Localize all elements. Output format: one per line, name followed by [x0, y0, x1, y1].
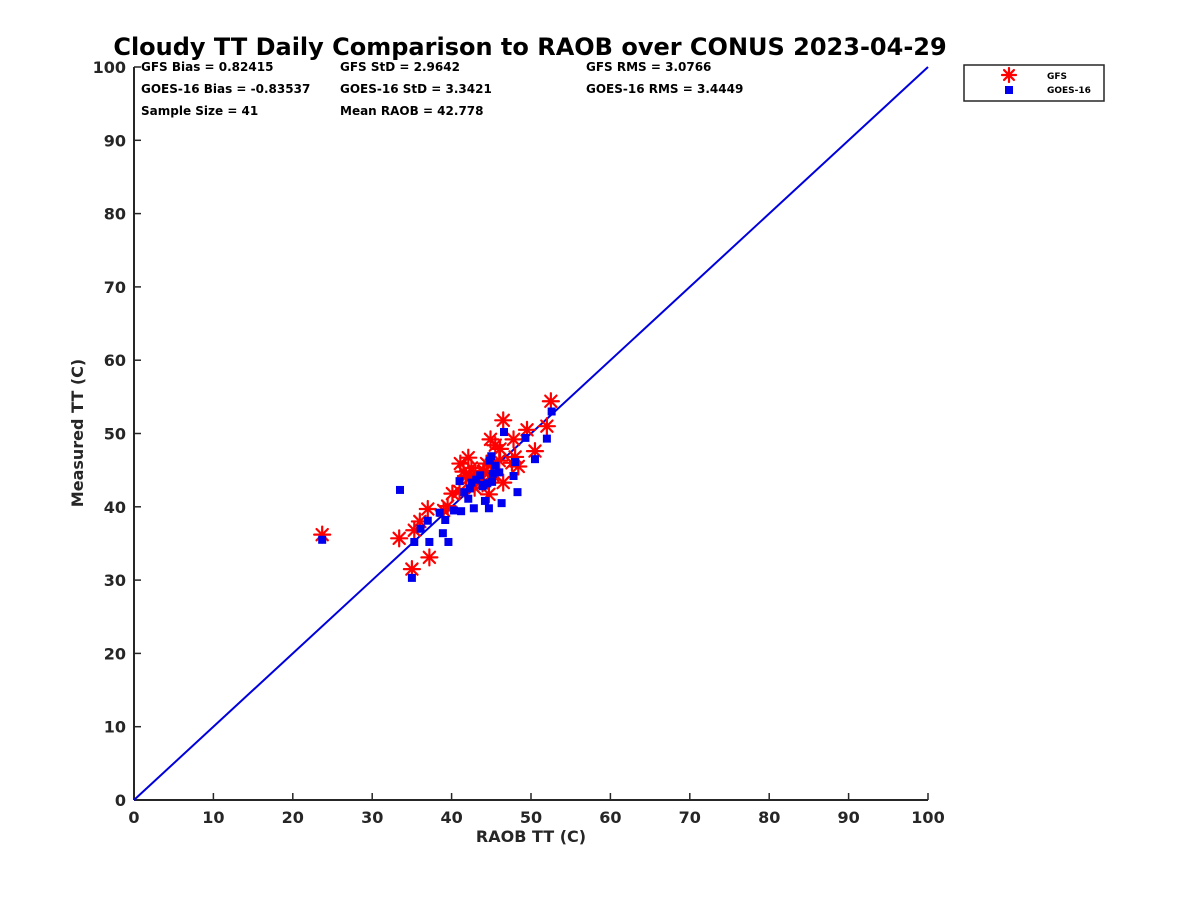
x-tick-label: 30: [361, 808, 383, 827]
x-tick-label: 80: [758, 808, 780, 827]
gfs-point: [494, 411, 513, 430]
gfs-point: [537, 417, 556, 436]
goes-16-point: [410, 537, 419, 546]
goes-16-point: [423, 516, 432, 525]
legend-goes-16-marker: [1005, 86, 1013, 94]
legend: GFS GOES-16: [963, 64, 1105, 102]
goes-16-point: [484, 504, 493, 513]
y-tick-label: 100: [93, 58, 126, 77]
y-tick-label: 70: [104, 278, 126, 297]
goes-16-point: [472, 475, 481, 484]
legend-goes-16-square: [1005, 86, 1013, 94]
goes-16-point: [491, 461, 500, 470]
goes-16-point: [488, 469, 497, 478]
goes-16-point: [425, 537, 434, 546]
gfs-point: [504, 430, 523, 449]
y-tick-label: 40: [104, 498, 126, 517]
goes-16-point: [509, 472, 518, 481]
legend-gfs-marker: [1000, 66, 1018, 84]
x-tick-label: 70: [679, 808, 701, 827]
goes-16-point: [476, 471, 485, 480]
y-tick-label: 90: [104, 131, 126, 150]
gfs-rms-text: GFS RMS = 3.0766: [586, 60, 711, 74]
gfs-point: [390, 529, 409, 548]
gfs-point: [420, 548, 439, 567]
goes-16-point: [547, 407, 556, 416]
y-ticks: 0 10 20 30 40 50 60 70 80 90 100: [93, 58, 141, 810]
x-axis-label: RAOB TT (C): [476, 827, 586, 846]
x-tick-label: 90: [837, 808, 859, 827]
legend-gfs-asterisk: [1000, 66, 1018, 84]
mean-raob-text: Mean RAOB = 42.778: [340, 104, 484, 118]
y-tick-label: 80: [104, 205, 126, 224]
goes-16-point: [318, 535, 327, 544]
goes-16-point: [441, 515, 450, 524]
gfs-point: [418, 499, 437, 519]
gfs-point: [454, 462, 473, 481]
goes-16-point: [438, 529, 447, 538]
legend-goes-16-label: GOES-16: [1047, 86, 1091, 96]
x-tick-label: 50: [520, 808, 542, 827]
goes-16-point: [495, 468, 504, 477]
goes-16-point: [407, 573, 416, 582]
x-tick-label: 20: [282, 808, 304, 827]
x-ticks: 0 10 20 30 40 50 60 70 80 90 100: [128, 793, 945, 827]
goes-16-point: [488, 477, 497, 486]
goes-16-point: [479, 480, 488, 489]
goes-16-point: [465, 484, 474, 493]
goes-16-point: [521, 433, 530, 442]
goes-16-point: [480, 496, 489, 505]
y-tick-label: 60: [104, 351, 126, 370]
goes-16-point: [513, 488, 522, 497]
goes-16-point: [449, 506, 458, 515]
gfs-std-text: GFS StD = 2.9642: [340, 60, 460, 74]
stats-panel: GFS Bias = 0.82415 GFS StD = 2.9642 GFS …: [141, 60, 743, 118]
gfs-point: [541, 392, 560, 411]
gfs-point: [494, 473, 513, 492]
x-tick-label: 0: [128, 808, 139, 827]
x-tick-label: 10: [202, 808, 224, 827]
x-tick-label: 40: [440, 808, 462, 827]
chart-title: Cloudy TT Daily Comparison to RAOB over …: [113, 33, 946, 61]
goes-16-point: [435, 508, 444, 517]
legend-gfs-label: GFS: [1047, 72, 1067, 82]
series-gfs: [313, 392, 560, 579]
goes-16-point: [511, 458, 520, 467]
goes-bias-text: GOES-16 Bias = -0.83537: [141, 82, 310, 96]
y-tick-label: 20: [104, 644, 126, 663]
goes-std-text: GOES-16 StD = 3.3421: [340, 82, 492, 96]
goes-16-point: [395, 485, 404, 494]
goes-16-point: [460, 488, 469, 497]
goes-16-point: [455, 477, 464, 486]
y-tick-label: 30: [104, 571, 126, 590]
goes-16-point: [444, 537, 453, 546]
x-tick-label: 60: [599, 808, 621, 827]
goes-16-point: [487, 452, 496, 461]
y-tick-label: 10: [104, 718, 126, 737]
sample-size-text: Sample Size = 41: [141, 104, 258, 118]
goes-16-point: [464, 494, 473, 503]
goes-16-point: [457, 507, 466, 516]
goes-16-point: [416, 524, 425, 533]
legend-box: [963, 64, 1105, 102]
goes-16-point: [530, 455, 539, 464]
y-axis-label: Measured TT (C): [68, 359, 87, 507]
goes-16-point: [469, 504, 478, 513]
goes-16-point: [467, 478, 476, 487]
goes-16-point: [497, 499, 506, 508]
gfs-bias-text: GFS Bias = 0.82415: [141, 60, 273, 74]
x-tick-label: 100: [911, 808, 944, 827]
goes-16-point: [485, 456, 494, 465]
goes-16-point: [542, 434, 551, 443]
y-tick-label: 0: [115, 791, 126, 810]
series-goes-16: [318, 407, 556, 582]
goes-16-point: [500, 428, 509, 437]
y-tick-label: 50: [104, 425, 126, 444]
goes-rms-text: GOES-16 RMS = 3.4449: [586, 82, 743, 96]
